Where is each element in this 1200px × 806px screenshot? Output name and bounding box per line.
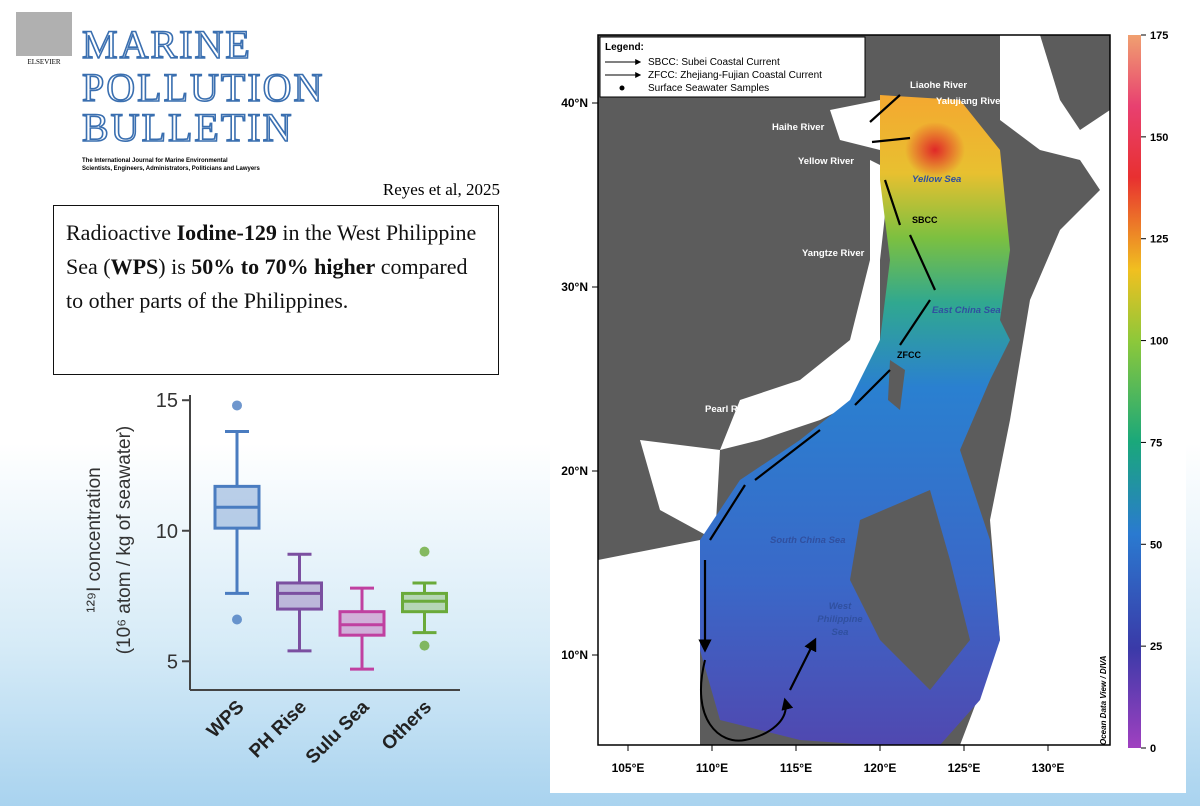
current-arrow: [700, 659, 794, 742]
callout-text: Radioactive: [66, 220, 177, 245]
lon-tick-label: 125°E: [948, 761, 981, 775]
callout: Radioactive Iodine-129 in the West Phili…: [53, 205, 499, 375]
y-tick-label: 15: [156, 390, 178, 412]
callout-text: ) is: [158, 254, 192, 279]
lat-tick-label: 10°N: [561, 648, 588, 662]
outlier: [232, 400, 242, 411]
journal-title: BULLETIN: [82, 105, 294, 150]
land: [850, 490, 970, 690]
current-arrow: [789, 637, 817, 691]
colorbar: [1128, 35, 1141, 748]
citation: Reyes et al, 2025: [383, 180, 500, 199]
colorbar-tick-label: 150: [1150, 132, 1168, 144]
sea-label: East China Sea: [932, 305, 1001, 316]
legend-entry: ZFCC: Zhejiang-Fujian Coastal Current: [648, 70, 822, 81]
legend-title: Legend:: [605, 42, 644, 53]
callout-text: in the West Philippine Sea (: [66, 220, 477, 279]
lon-tick-label: 105°E: [612, 761, 645, 775]
y-tick-label: 5: [167, 651, 178, 673]
sea-label: Sea: [832, 627, 849, 638]
map: Legend: SBCC: Subei Coastal Current ZFCC…: [561, 30, 1168, 775]
y-axis-label: (10⁶ atom / kg of seawater): [114, 426, 135, 655]
lon-tick-label: 115°E: [780, 761, 812, 775]
journal-title: MARINE: [82, 22, 252, 67]
legend-dot: [619, 85, 625, 91]
ocean: [960, 35, 1110, 745]
x-tick-label: WPS: [203, 697, 248, 742]
lat-tick-label: 30°N: [561, 280, 588, 294]
publisher-logo: [16, 12, 72, 56]
colorbar-tick-label: 125: [1150, 234, 1168, 246]
place-label: Yellow River: [798, 156, 854, 167]
hotspot: [905, 122, 965, 178]
sea-label: West: [829, 601, 852, 612]
lat-tick-label: 20°N: [561, 464, 588, 478]
land: [1040, 35, 1110, 130]
outlier: [419, 640, 430, 651]
callout-text: compared to other parts of the Philippin…: [66, 254, 468, 313]
ocean: [598, 100, 890, 745]
publisher: ELSEVIER: [27, 58, 60, 66]
legend-entry: SBCC: Subei Coastal Current: [648, 57, 780, 68]
journal-subtitle: Scientists, Engineers, Administrators, P…: [82, 166, 260, 172]
current-label: ZFCC: [897, 350, 921, 360]
colorbar-tick-label: 75: [1150, 437, 1162, 449]
place-label: Pearl River: [705, 404, 755, 415]
map-legend: [599, 36, 866, 98]
sea-label: Philippine: [817, 614, 863, 625]
callout-text: 50% to 70% higher: [191, 254, 376, 279]
callout-text: WPS: [110, 254, 159, 279]
colorbar-tick-label: 0: [1150, 743, 1156, 755]
outlier: [232, 614, 242, 625]
credit: Ocean Data View / DIVA: [1099, 655, 1108, 745]
colorbar-tick-label: 175: [1150, 30, 1168, 42]
colorbar-tick-label: 100: [1150, 336, 1168, 348]
box-plot: ¹²⁹I concentration (10⁶ atom / kg of sea…: [84, 390, 460, 768]
box: [276, 581, 323, 611]
legend-entry: Surface Seawater Samples: [648, 83, 769, 94]
land: [888, 360, 905, 410]
place-label: Liaohe River: [910, 80, 967, 91]
journal-subtitle: The International Journal for Marine Env…: [82, 158, 228, 164]
map-frame: [597, 34, 1111, 746]
lon-tick-label: 130°E: [1032, 761, 1065, 775]
place-label: Yangtze River: [802, 248, 865, 259]
callout-text: Iodine-129: [176, 220, 277, 245]
sea-label: Yellow Sea: [912, 174, 961, 185]
outlier: [419, 546, 430, 557]
journal-title: POLLUTION: [82, 65, 324, 110]
lon-tick-label: 110°E: [696, 761, 728, 775]
sea-label: South China Sea: [770, 535, 845, 546]
current-arrow: [705, 94, 937, 650]
y-tick-label: 10: [156, 521, 178, 543]
place-label: Yalujiang River: [936, 96, 1004, 107]
place-label: Haihe River: [772, 122, 825, 133]
lat-tick-label: 40°N: [561, 96, 588, 110]
x-tick-label: Sulu Sea: [302, 696, 374, 768]
y-axis-label: ¹²⁹I concentration: [84, 467, 105, 612]
colorbar-tick-label: 25: [1150, 641, 1162, 653]
colorbar-tick-label: 50: [1150, 539, 1162, 551]
current-label: SBCC: [912, 215, 938, 225]
x-tick-label: PH Rise: [245, 697, 311, 763]
x-tick-label: Others: [378, 697, 436, 755]
lon-tick-label: 120°E: [864, 761, 897, 775]
